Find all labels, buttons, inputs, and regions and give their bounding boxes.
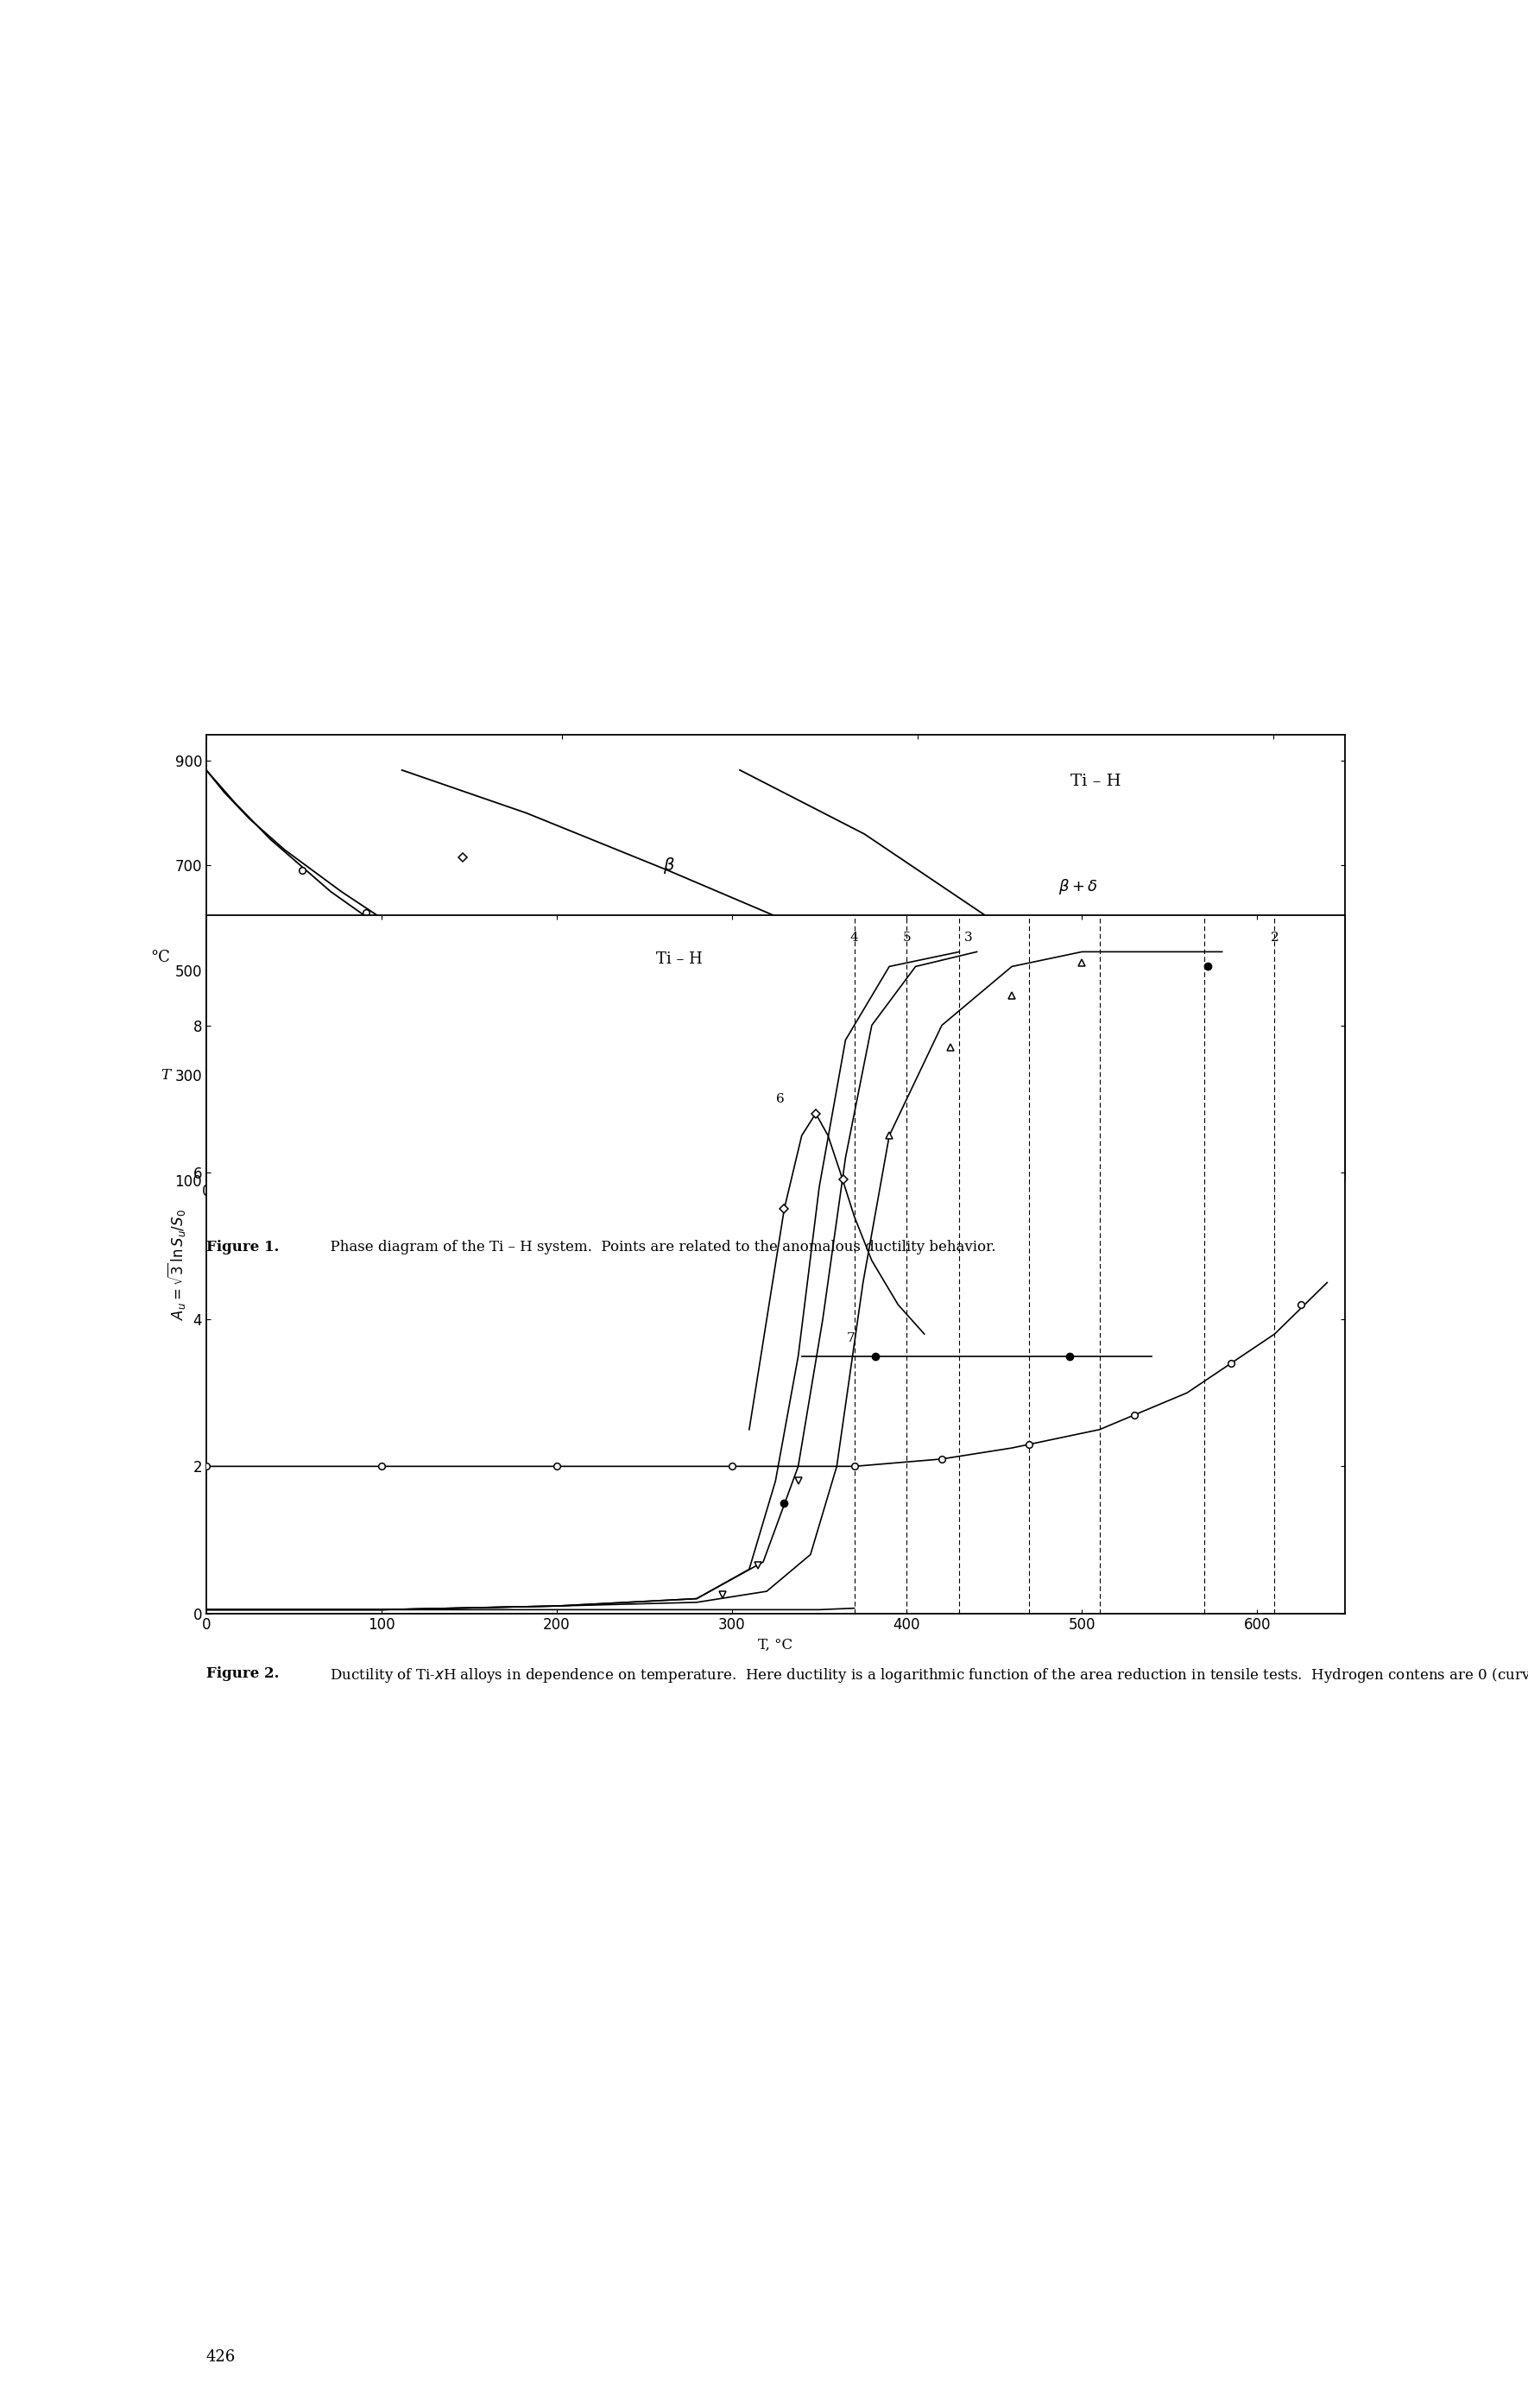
Text: $\beta$: $\beta$ [663, 855, 675, 877]
Text: 6: 6 [776, 1093, 785, 1105]
Text: 2: 2 [1270, 932, 1279, 944]
Text: $\alpha + \delta$: $\alpha + \delta$ [382, 1110, 422, 1125]
Text: 5: 5 [903, 932, 911, 944]
Text: Phase diagram of the Ti – H system.  Points are related to the anomalous ductili: Phase diagram of the Ti – H system. Poin… [321, 1240, 996, 1255]
Text: 426: 426 [206, 2350, 235, 2365]
Y-axis label: $A_u=\sqrt{3}\,\ln S_u/S_0$: $A_u=\sqrt{3}\,\ln S_u/S_0$ [165, 1209, 186, 1320]
Text: $\alpha$: $\alpha$ [254, 925, 266, 942]
Text: 3: 3 [964, 932, 972, 944]
Y-axis label: °C: °C [151, 949, 170, 966]
Text: Ti – H: Ti – H [656, 951, 703, 968]
Text: 4: 4 [850, 932, 859, 944]
Text: Figure 1.: Figure 1. [206, 1240, 280, 1255]
Text: Ti – H: Ti – H [1070, 773, 1122, 790]
X-axis label: T, °C: T, °C [758, 1637, 793, 1652]
Text: Figure 2.: Figure 2. [206, 1666, 280, 1681]
Text: $\beta + \delta$: $\beta + \delta$ [1057, 877, 1097, 896]
Text: Ductility of Ti-$x$H alloys in dependence on temperature.  Here ductility is a l: Ductility of Ti-$x$H alloys in dependenc… [321, 1666, 1528, 1686]
Text: $\alpha + \beta$: $\alpha + \beta$ [463, 1026, 504, 1045]
Text: $\delta$: $\delta$ [1204, 1035, 1215, 1052]
X-axis label: x , wt.%: x , wt.% [747, 1204, 804, 1218]
Text: T: T [160, 1067, 171, 1084]
Text: 7: 7 [847, 1332, 856, 1344]
